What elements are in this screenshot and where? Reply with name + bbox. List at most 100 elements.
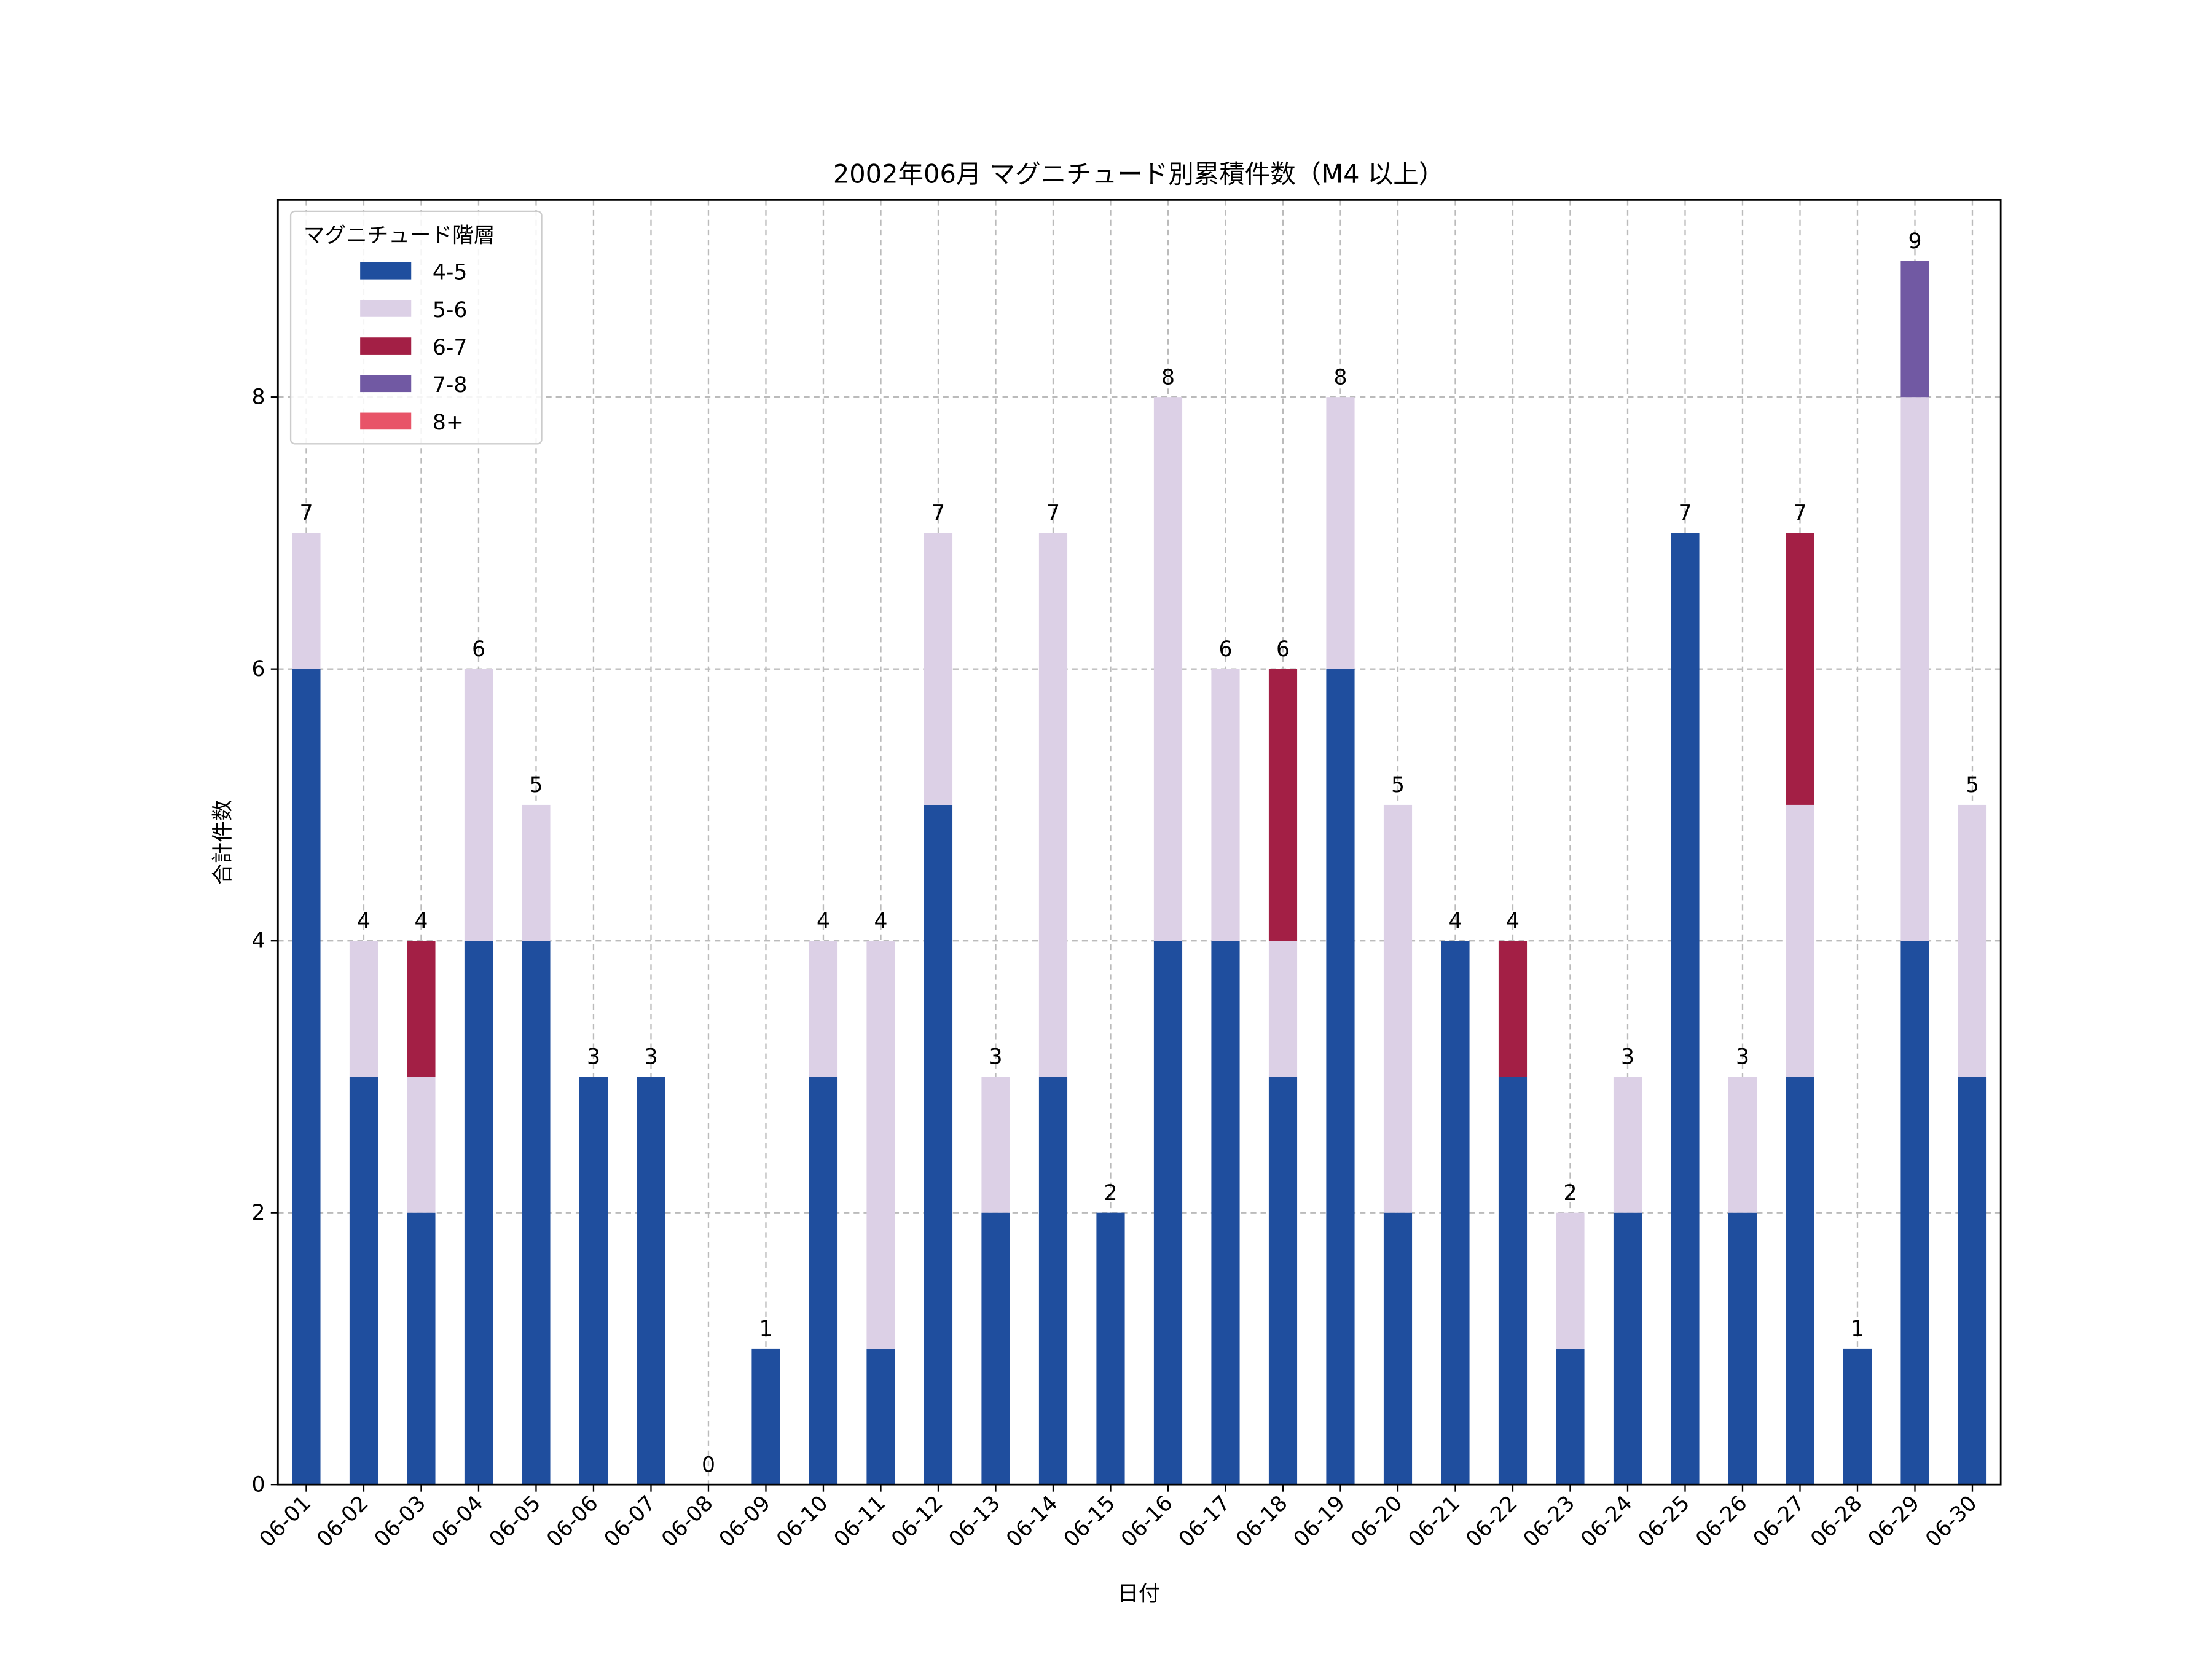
bar-segment-4-5: [1153, 941, 1183, 1485]
total-label: 4: [357, 909, 371, 933]
x-tick-label: 06-25: [1634, 1491, 1695, 1552]
x-tick-label: 06-24: [1576, 1491, 1637, 1552]
legend-swatch-6-7: [360, 337, 412, 355]
total-labels: 7 4 4 6 5 3 3 0 1 4 4 7 3 7 2 8 6 6 8 5 4 4 2 3 7 3 7 1 9 5: [299, 229, 1979, 1477]
total-label: 6: [1276, 637, 1290, 662]
total-label: 2: [1563, 1181, 1577, 1206]
x-tick-label: 06-14: [1002, 1491, 1062, 1552]
total-label: 4: [414, 909, 428, 933]
bar-segment-5-6: [1038, 533, 1068, 1077]
x-tick-label: 06-06: [542, 1491, 603, 1552]
y-tick-label: 6: [252, 657, 265, 681]
x-tick-label: 06-29: [1864, 1491, 1924, 1552]
legend-label: 5-6: [433, 298, 468, 323]
bar-segment-4-5: [579, 1077, 608, 1485]
total-label: 8: [1333, 365, 1347, 390]
bar-segment-4-5: [407, 1212, 436, 1485]
x-tick-label: 06-11: [830, 1491, 890, 1552]
x-tick-label: 06-13: [944, 1491, 1005, 1552]
total-label: 3: [1621, 1045, 1634, 1070]
x-tick-label: 06-09: [715, 1491, 775, 1552]
bar-segment-5-6: [349, 941, 378, 1077]
bar-segment-5-6: [1556, 1212, 1585, 1349]
plot-frame: [276, 199, 2002, 1486]
total-label: 1: [759, 1317, 772, 1341]
bars: [292, 261, 1987, 1485]
legend-label: 6-7: [433, 335, 468, 360]
x-axis-label: 日付: [1117, 1582, 1159, 1606]
x-tick-label: 06-15: [1059, 1491, 1120, 1552]
x-tick-label: 06-21: [1404, 1491, 1465, 1552]
total-label: 3: [644, 1045, 657, 1070]
total-label: 6: [1218, 637, 1232, 662]
x-tick-label: 06-18: [1231, 1491, 1292, 1552]
x-tick-label: 06-12: [887, 1491, 947, 1552]
bar-segment-4-5: [464, 941, 493, 1485]
bar-segment-4-5: [1383, 1212, 1413, 1485]
x-tick-label: 06-07: [600, 1491, 661, 1552]
total-label: 7: [1793, 501, 1806, 526]
legend-label: 4-5: [433, 261, 468, 285]
total-label: 0: [702, 1453, 715, 1477]
bar-segment-5-6: [1153, 397, 1183, 941]
bar-segment-5-6: [1728, 1077, 1757, 1213]
total-label: 4: [1448, 909, 1462, 933]
bar-segment-4-5: [1498, 1077, 1528, 1485]
bar-segment-4-5: [1096, 1212, 1125, 1485]
total-label: 5: [529, 773, 543, 798]
bar-segment-5-6: [464, 669, 493, 941]
x-tick-label: 06-26: [1691, 1491, 1752, 1552]
x-tick-label: 06-02: [312, 1491, 373, 1552]
bar-segment-5-6: [522, 804, 551, 941]
bar-segment-4-5: [809, 1077, 838, 1485]
x-tick-label: 06-05: [485, 1491, 546, 1552]
total-label: 3: [989, 1045, 1002, 1070]
bar-segment-5-6: [809, 941, 838, 1077]
bar-segment-4-5: [751, 1348, 780, 1485]
legend-swatch-5-6: [360, 300, 412, 317]
bar-segment-6-7: [1498, 941, 1528, 1077]
legend-label: 8+: [433, 410, 464, 435]
legend: マグニチュード階層 4-5 5-6 6-7 7-8 8+: [289, 210, 543, 445]
bar-segment-5-6: [924, 533, 953, 805]
x-tick-label: 06-27: [1749, 1491, 1810, 1552]
y-tick-label: 0: [252, 1473, 265, 1497]
bar-segment-4-5: [1556, 1348, 1585, 1485]
bar-segment-4-5: [1958, 1077, 1987, 1485]
x-tick-label: 06-10: [772, 1491, 833, 1552]
bar-segment-5-6: [1383, 804, 1413, 1213]
bar-segment-5-6: [407, 1077, 436, 1213]
total-label: 4: [874, 909, 887, 933]
bar-segment-5-6: [1211, 669, 1240, 941]
y-tick-label: 4: [252, 929, 265, 954]
bar-segment-6-7: [407, 941, 436, 1077]
total-label: 7: [931, 501, 945, 526]
total-label: 9: [1908, 229, 1921, 254]
x-tick-label: 06-04: [427, 1491, 488, 1552]
bar-segment-6-7: [1786, 533, 1814, 805]
x-tick-label: 06-08: [657, 1491, 718, 1552]
total-label: 3: [587, 1045, 600, 1070]
total-label: 2: [1104, 1181, 1117, 1206]
bar-segment-4-5: [1613, 1212, 1642, 1485]
y-tick-label: 2: [252, 1201, 265, 1225]
bar-segment-4-5: [292, 669, 321, 1485]
y-axis-label: 合計件数: [211, 800, 235, 885]
x-tick-label: 06-22: [1461, 1491, 1522, 1552]
x-tick-label: 06-01: [255, 1491, 316, 1552]
bar-segment-5-6: [866, 941, 895, 1349]
chart-title: 2002年06月 マグニチュード別累積件数（M4 以上）: [833, 159, 1444, 189]
legend-swatch-7-8: [360, 375, 412, 393]
bar-segment-5-6: [1786, 804, 1814, 1077]
x-tick-label: 06-19: [1289, 1491, 1350, 1552]
bar-segment-4-5: [1843, 1348, 1872, 1485]
bar-segment-5-6: [1268, 941, 1298, 1077]
total-label: 5: [1966, 773, 1979, 798]
bar-segment-4-5: [1268, 1077, 1298, 1485]
x-tick-label: 06-28: [1806, 1491, 1867, 1552]
bar-segment-4-5: [1786, 1077, 1814, 1485]
total-label: 7: [299, 501, 313, 526]
bar-segment-5-6: [1958, 804, 1987, 1077]
bar-segment-4-5: [866, 1348, 895, 1485]
